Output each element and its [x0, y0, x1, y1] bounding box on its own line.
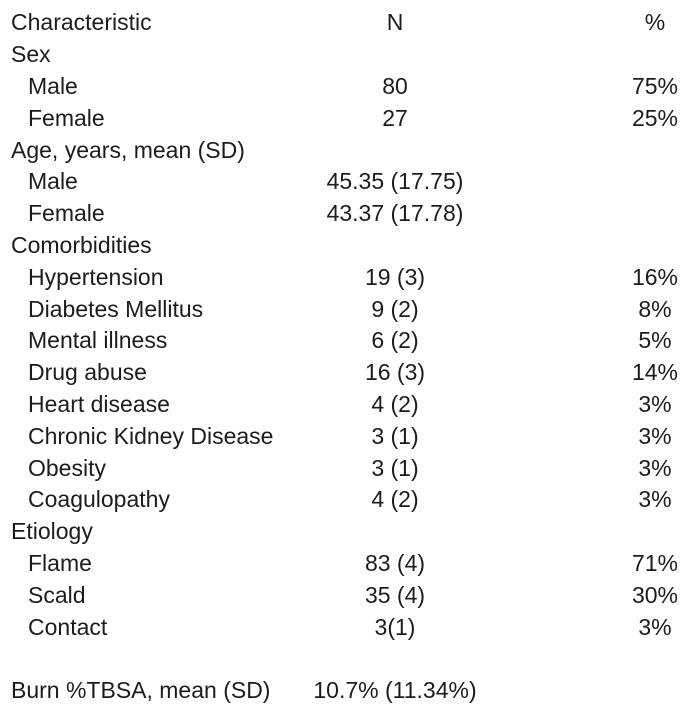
row-pct-value: 14% [631, 359, 679, 386]
table-header-row: Characteristic N % [0, 7, 686, 39]
table-row: Female 27 25% [0, 102, 686, 134]
row-pct-value: 3% [638, 390, 672, 417]
table-row: Male 80 75% [0, 71, 686, 103]
row-n-value: 35 (4) [364, 581, 426, 608]
row-label: Obesity [28, 454, 106, 481]
row-n-value: 4 (2) [371, 486, 419, 513]
table-row: Female 43.37 (17.78) [0, 198, 686, 230]
row-pct-value: 3% [638, 613, 672, 640]
table-row: Diabetes Mellitus 9 (2) 8% [0, 293, 686, 325]
row-label: Sex [11, 41, 51, 68]
row-label: Flame [28, 549, 92, 576]
row-n-value: 6 (2) [371, 327, 419, 354]
row-label: Mental illness [28, 327, 168, 354]
column-header-n: N [386, 9, 404, 36]
row-n-value: 4 (2) [371, 390, 419, 417]
column-header-percent: % [644, 9, 666, 36]
table-row: Male 45.35 (17.75) [0, 166, 686, 198]
table-row: Obesity 3 (1) 3% [0, 452, 686, 484]
row-label: Drug abuse [28, 359, 147, 386]
row-pct-value: 71% [631, 549, 679, 576]
row-label: Burn %TBSA, mean (SD) [11, 677, 271, 704]
row-n-value: 3 (1) [371, 454, 419, 481]
row-n-value: 16 (3) [364, 359, 426, 386]
table-row: Mental illness 6 (2) 5% [0, 325, 686, 357]
row-pct-value: 5% [638, 327, 672, 354]
row-label: Age, years, mean (SD) [11, 136, 245, 163]
row-label: Etiology [11, 518, 93, 545]
row-n-value: 3(1) [374, 613, 416, 640]
row-pct-value: 30% [631, 581, 679, 608]
row-label: Comorbidities [11, 231, 152, 258]
table-row: Coagulopathy 4 (2) 3% [0, 484, 686, 516]
row-n-value: 45.35 (17.75) [326, 168, 464, 195]
row-n-value: 27 [382, 104, 408, 131]
table-row: Drug abuse 16 (3) 14% [0, 357, 686, 389]
row-n-value: 43.37 (17.78) [326, 200, 464, 227]
row-pct-value: 3% [638, 454, 672, 481]
row-label: Coagulopathy [28, 486, 170, 513]
row-pct-value: 75% [631, 72, 679, 99]
row-n-value: 19 (3) [364, 263, 426, 290]
row-label: Female [28, 104, 105, 131]
row-pct-value: 3% [638, 422, 672, 449]
table-body: Sex Male 80 75% Female 27 25% Age, years… [0, 39, 686, 707]
row-pct-value: 3% [638, 486, 672, 513]
table-row: Contact 3(1) 3% [0, 611, 686, 643]
row-label: Heart disease [28, 390, 170, 417]
table-row: Burn %TBSA, mean (SD) 10.7% (11.34%) [0, 675, 686, 707]
row-n-value: 83 (4) [364, 549, 426, 576]
table-row: Scald 35 (4) 30% [0, 579, 686, 611]
table-row: Age, years, mean (SD) [0, 134, 686, 166]
table-row: Comorbidities [0, 230, 686, 262]
row-pct-value: 25% [631, 104, 679, 131]
table-row: Sex [0, 39, 686, 71]
row-n-value: 80 [382, 72, 408, 99]
table-row: Heart disease 4 (2) 3% [0, 389, 686, 421]
table-row: Etiology [0, 516, 686, 548]
row-n-value: 3 (1) [371, 422, 419, 449]
row-n-value: 10.7% (11.34%) [313, 677, 477, 704]
row-n-value: 9 (2) [371, 295, 419, 322]
row-label: Diabetes Mellitus [28, 295, 204, 322]
row-pct-value: 8% [638, 295, 672, 322]
row-label: Contact [28, 613, 108, 640]
row-label: Female [28, 200, 105, 227]
table-row: Flame 83 (4) 71% [0, 548, 686, 580]
row-label: Scald [28, 581, 86, 608]
row-pct-value: 16% [631, 263, 679, 290]
table-row: Chronic Kidney Disease 3 (1) 3% [0, 420, 686, 452]
row-label: Chronic Kidney Disease [28, 422, 274, 449]
row-label: Male [28, 168, 78, 195]
row-label: Male [28, 72, 78, 99]
table-row: Hypertension 19 (3) 16% [0, 261, 686, 293]
row-label: Hypertension [28, 263, 164, 290]
column-header-characteristic: Characteristic [11, 9, 152, 36]
table-row [0, 643, 686, 675]
